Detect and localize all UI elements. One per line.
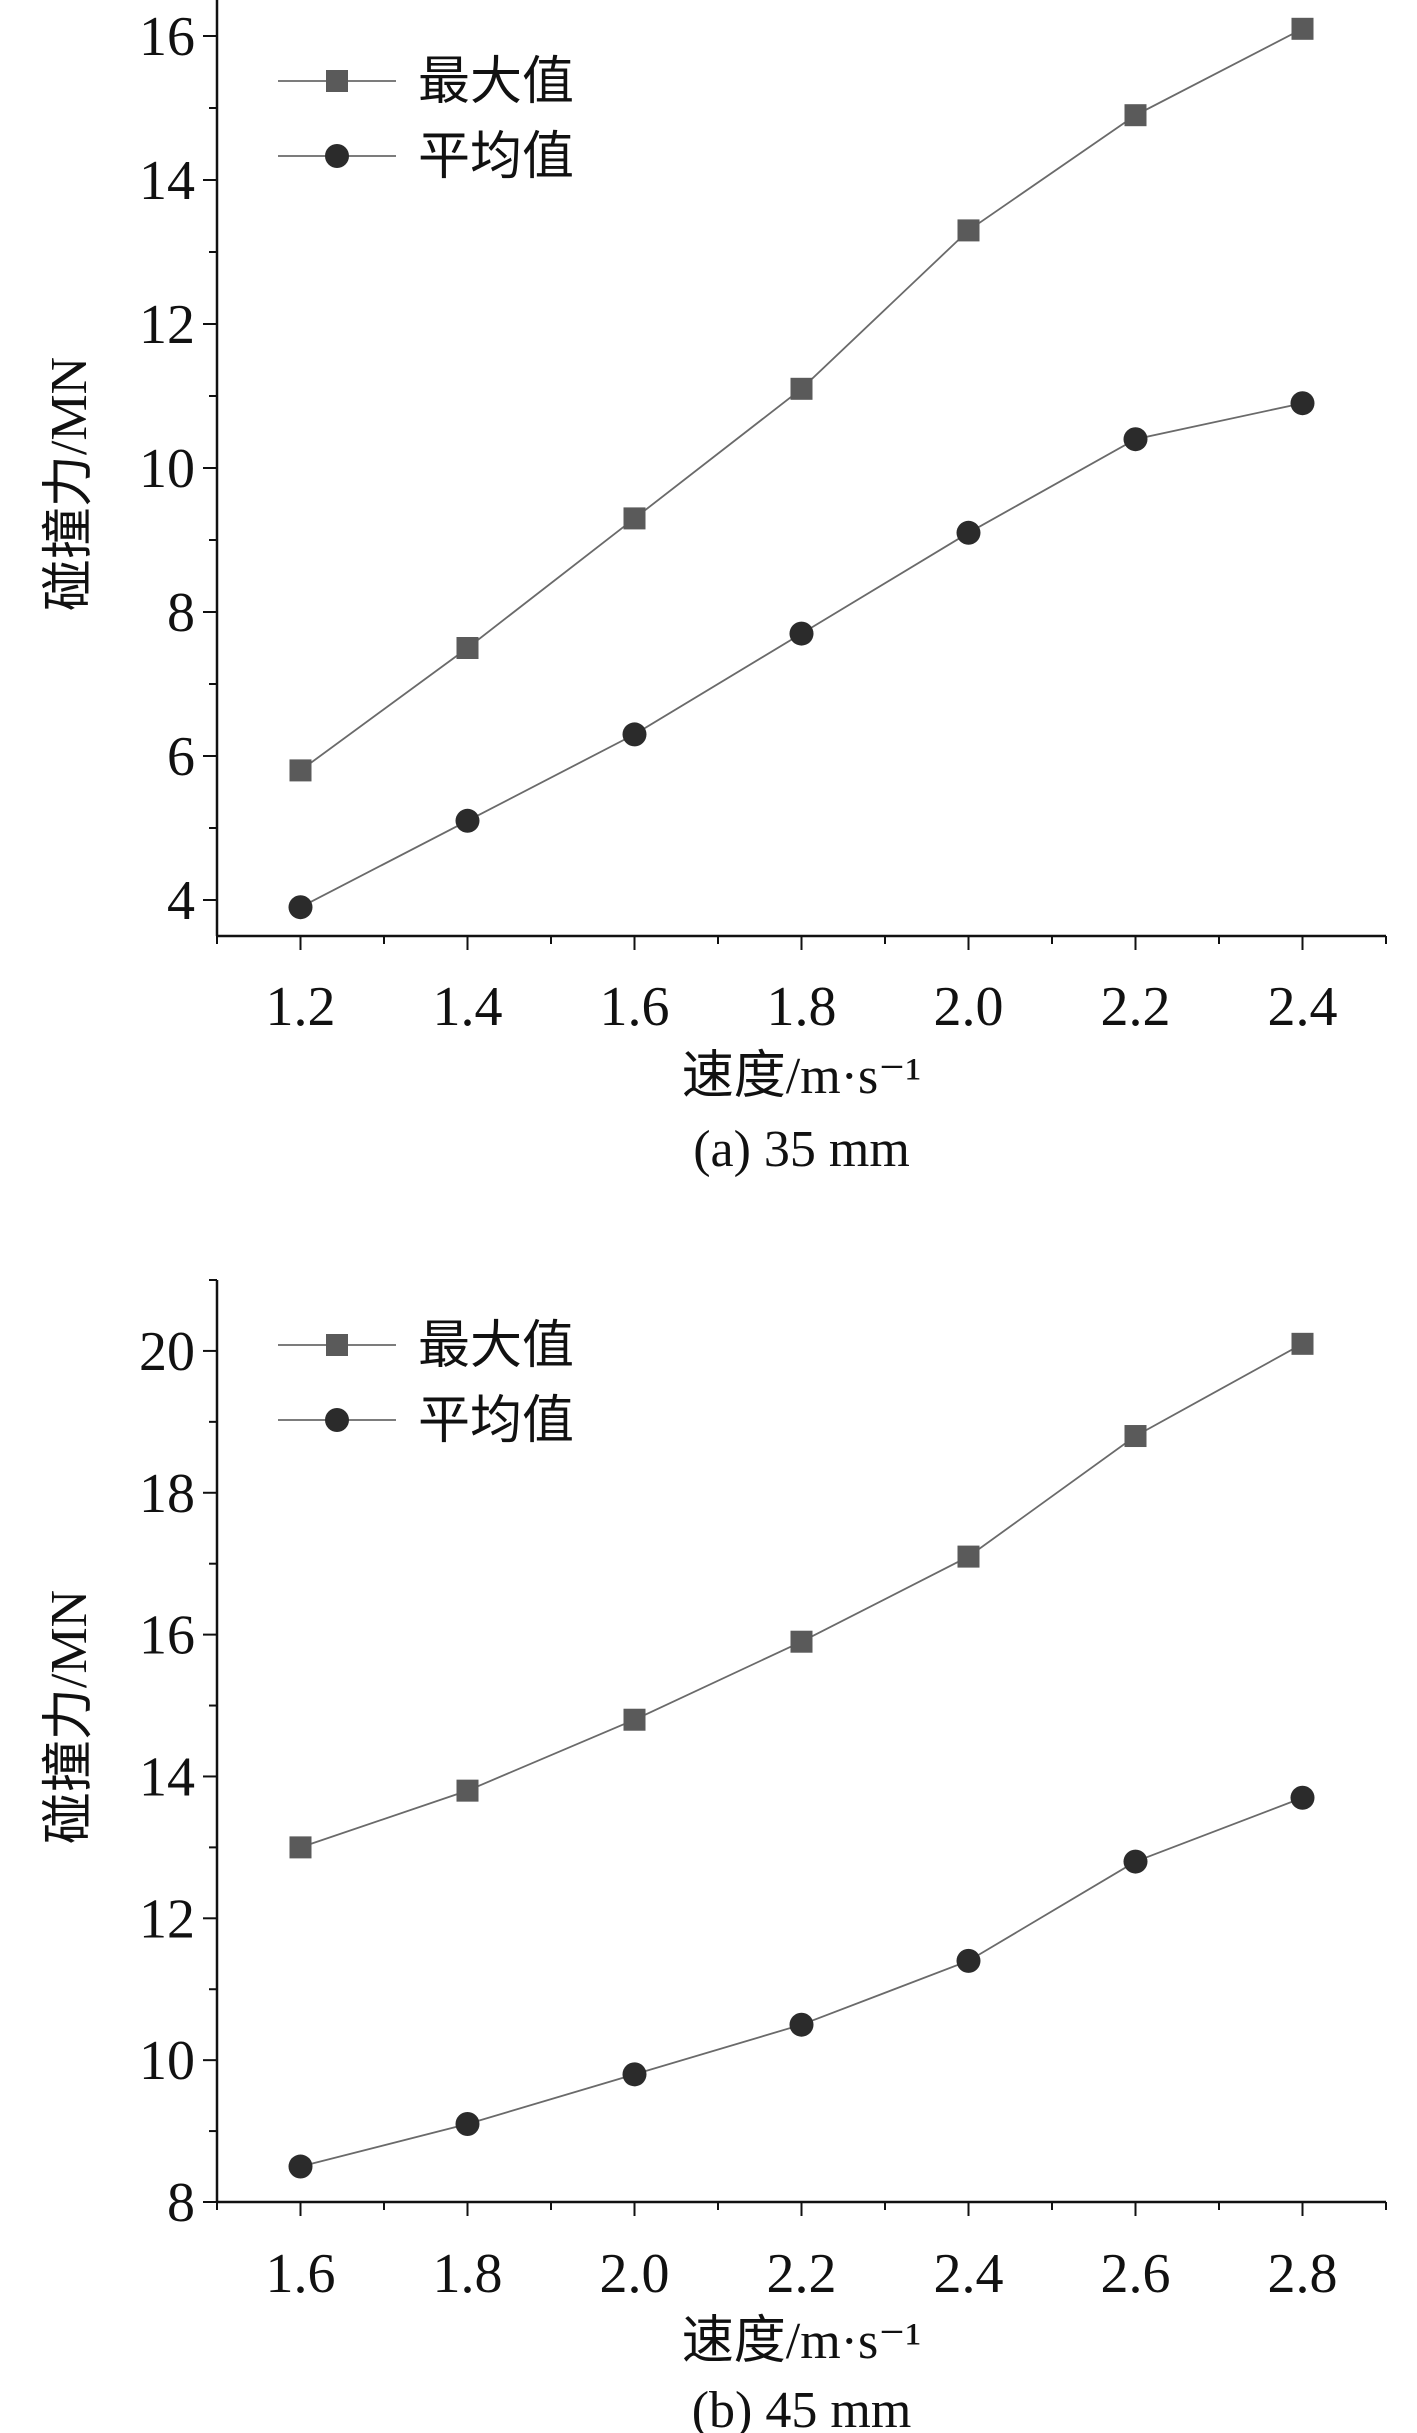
data-point-circle — [1290, 391, 1315, 416]
y-tick-label: 12 — [139, 294, 195, 356]
series-mean — [288, 391, 1315, 920]
x-tick-label: 2.4 — [1268, 976, 1338, 1038]
legend-circle-marker — [325, 1408, 349, 1432]
y-tick-label: 8 — [167, 582, 195, 644]
data-point-circle — [956, 1948, 981, 1973]
y-tick-label: 18 — [139, 1463, 195, 1525]
x-tick-label: 2.0 — [934, 976, 1004, 1038]
x-tick-label: 1.8 — [767, 976, 837, 1038]
series-line — [300, 402, 1303, 908]
x-tick-label: 1.2 — [266, 976, 336, 1038]
subtitle: (a) 35 mm — [693, 1121, 910, 1178]
data-point-square — [1291, 17, 1314, 40]
data-point-circle — [956, 520, 981, 545]
y-axis-label: 碰撞力/MN — [41, 357, 98, 611]
subtitle: (b) 45 mm — [692, 2382, 912, 2433]
data-point-square — [957, 1545, 980, 1568]
x-tick-label: 1.4 — [433, 976, 503, 1038]
legend-square-marker — [326, 70, 348, 92]
y-tick-label: 12 — [139, 1888, 195, 1950]
x-tick-label: 2.2 — [1101, 976, 1171, 1038]
y-tick-label: 4 — [167, 870, 195, 932]
series-mean — [288, 1785, 1315, 2179]
data-point-circle — [789, 621, 814, 646]
data-point-circle — [455, 2111, 480, 2136]
data-point-circle — [288, 2154, 313, 2179]
y-tick-label: 14 — [139, 150, 195, 212]
y-tick-label: 20 — [139, 1321, 195, 1383]
data-point-circle — [1290, 1785, 1315, 1810]
chart-b: 8 10 12 14 16 18 20 1.6 1.8 2.0 2.2 2.4 2.6 2.8 速度/m·s… — [41, 1279, 1387, 2433]
x-tick-label: 2.8 — [1268, 2243, 1338, 2305]
x-tick-label: 2.4 — [934, 2243, 1004, 2305]
y-tick-label: 6 — [167, 726, 195, 788]
data-point-circle — [455, 808, 480, 833]
x-tick-label: 2.2 — [767, 2243, 837, 2305]
legend-item: 平均值 — [278, 129, 574, 186]
legend-label: 平均值 — [418, 129, 574, 186]
data-point-square — [623, 1708, 646, 1731]
legend-item: 最大值 — [278, 54, 574, 111]
data-point-square — [1124, 104, 1147, 127]
x-axis-label: 速度/m·s⁻¹ — [682, 1048, 922, 1105]
data-point-circle — [1123, 1849, 1148, 1874]
data-point-square — [1291, 1332, 1314, 1355]
legend-item: 平均值 — [278, 1393, 574, 1450]
chart-a: 4 6 8 10 12 14 16 1.2 1.4 1.6 1.8 2.0 2.2 2.4 速度/m·s⁻¹… — [41, 0, 1387, 1178]
data-point-circle — [622, 722, 647, 747]
y-tick-label: 16 — [139, 1605, 195, 1667]
x-tick-label: 1.6 — [266, 2243, 336, 2305]
x-tick-label: 2.0 — [600, 2243, 670, 2305]
legend-item: 最大值 — [278, 1318, 574, 1375]
series-max — [289, 17, 1314, 782]
data-point-square — [957, 219, 980, 242]
data-point-square — [790, 377, 813, 400]
data-point-square — [289, 759, 312, 782]
data-point-square — [289, 1836, 312, 1859]
y-tick-label: 10 — [139, 2030, 195, 2092]
data-point-circle — [622, 2062, 647, 2087]
data-point-square — [790, 1630, 813, 1653]
data-point-square — [1124, 1425, 1147, 1448]
y-tick-label: 14 — [139, 1746, 195, 1808]
data-point-circle — [1123, 427, 1148, 452]
data-point-square — [623, 507, 646, 530]
legend-square-marker — [326, 1334, 348, 1356]
data-point-square — [456, 637, 479, 659]
x-tick-label: 1.8 — [433, 2243, 503, 2305]
legend-circle-marker — [325, 144, 349, 168]
data-point-square — [456, 1779, 479, 1802]
data-point-circle — [288, 895, 313, 920]
x-tick-label: 2.6 — [1101, 2243, 1171, 2305]
x-axis-label: 速度/m·s⁻¹ — [682, 2313, 922, 2370]
y-tick-label: 10 — [139, 438, 195, 500]
y-tick-label: 8 — [167, 2172, 195, 2234]
y-axis-label: 碰撞力/MN — [41, 1590, 98, 1844]
legend-label: 最大值 — [418, 54, 574, 111]
legend-label: 平均值 — [418, 1393, 574, 1450]
y-tick-label: 16 — [139, 6, 195, 68]
series-max — [289, 1332, 1314, 1859]
legend-label: 最大值 — [418, 1318, 574, 1375]
data-point-circle — [789, 2012, 814, 2037]
series-line — [300, 1796, 1303, 2168]
x-tick-label: 1.6 — [600, 976, 670, 1038]
